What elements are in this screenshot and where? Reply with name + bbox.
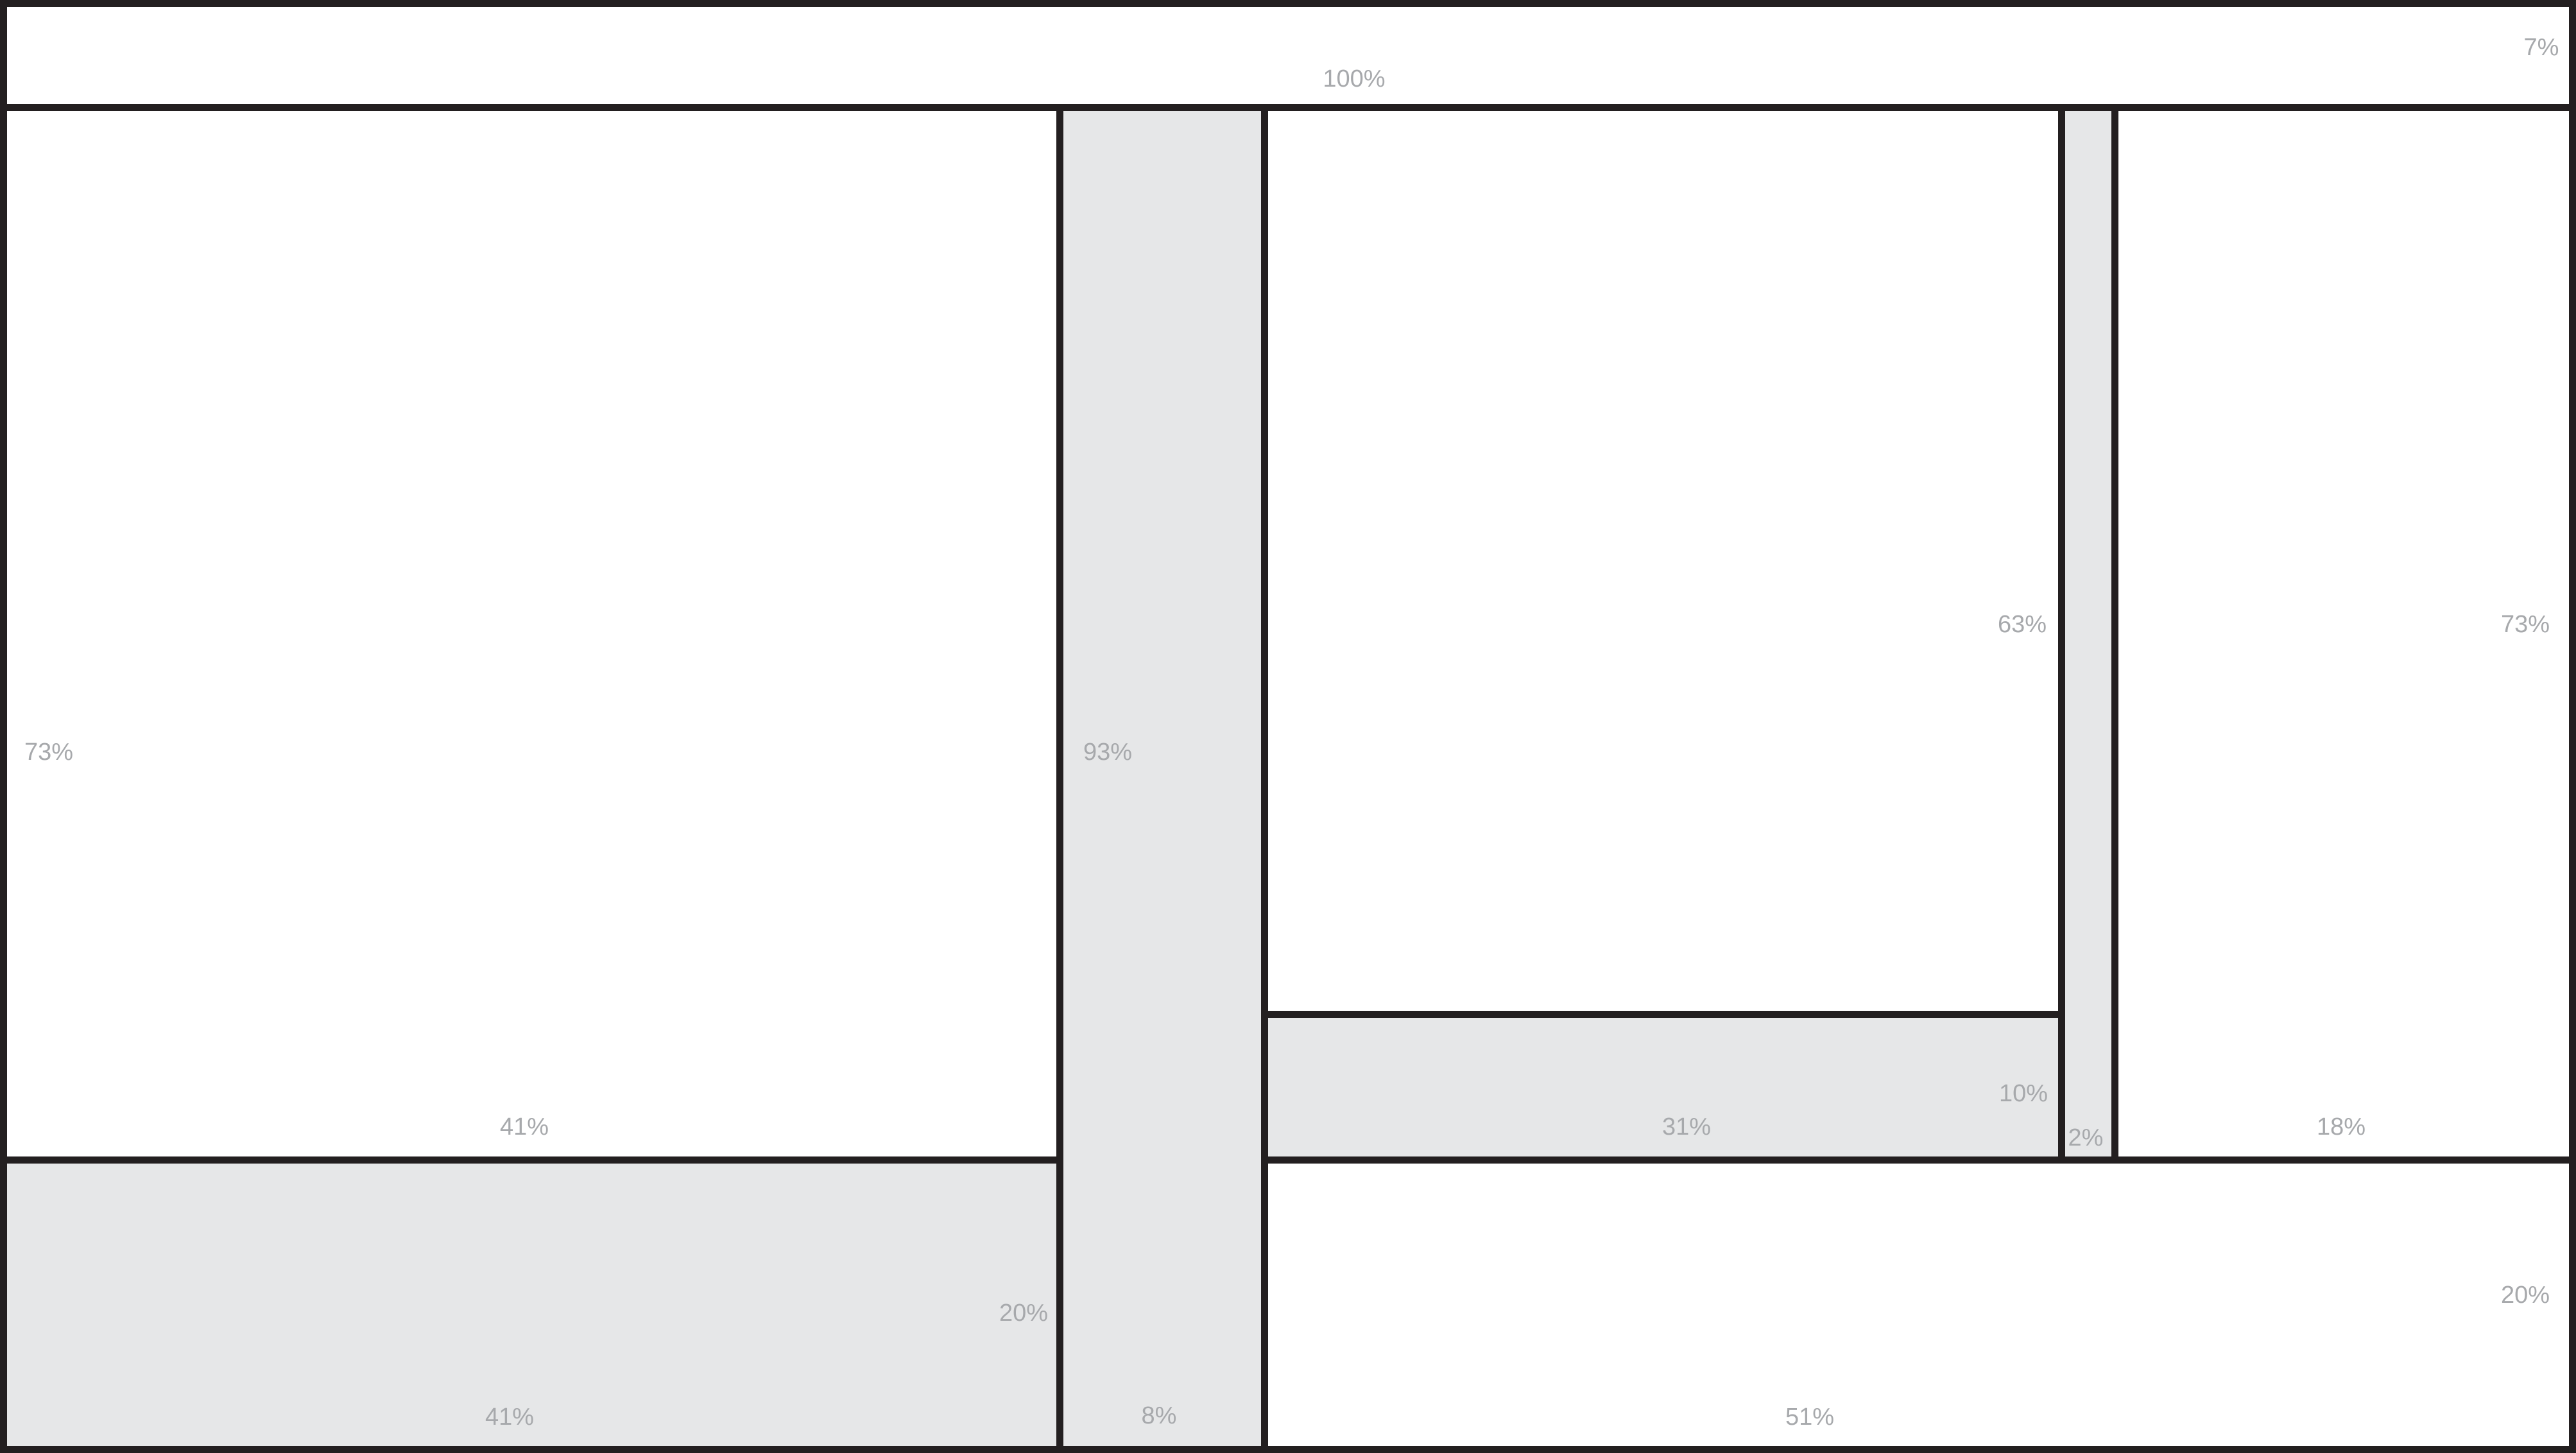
- panel-c-tall-column: [1056, 104, 1268, 1453]
- label-a-width: 41%: [499, 1113, 549, 1140]
- panel-d-middle-upper: [1261, 104, 2065, 1018]
- label-e-height: 10%: [1998, 1080, 2048, 1107]
- panel-a-upper-left: [0, 104, 1063, 1164]
- label-b-height: 20%: [999, 1300, 1049, 1327]
- label-top-height: 7%: [2523, 34, 2559, 61]
- panel-g-right-column: [2111, 104, 2576, 1164]
- label-g-height: 73%: [2500, 611, 2550, 638]
- label-f-width: 2%: [2068, 1124, 2104, 1151]
- label-c-width: 8%: [1141, 1402, 1177, 1429]
- label-e-width: 31%: [1662, 1113, 1712, 1140]
- label-g-width: 18%: [2316, 1113, 2366, 1140]
- label-h-width: 51%: [1785, 1404, 1835, 1431]
- panel-b-lower-left: [0, 1156, 1063, 1453]
- label-b-width: 41%: [485, 1404, 535, 1431]
- label-a-height: 73%: [24, 739, 74, 766]
- panel-e-middle-strip: [1261, 1011, 2065, 1164]
- panel-f-narrow-column: [2058, 104, 2118, 1164]
- panel-h-lower-right: [1261, 1156, 2576, 1453]
- panel-top-full-width: [0, 0, 2576, 111]
- label-top-width: 100%: [1323, 65, 1386, 92]
- label-d-height: 63%: [1997, 611, 2047, 638]
- label-h-height: 20%: [2500, 1282, 2550, 1309]
- label-c-height: 93%: [1083, 739, 1133, 766]
